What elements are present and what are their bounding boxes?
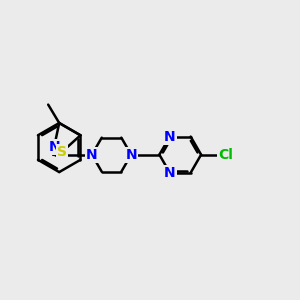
- Text: N: N: [164, 166, 176, 180]
- Text: N: N: [164, 130, 176, 144]
- Text: N: N: [86, 148, 98, 162]
- Text: Cl: Cl: [218, 148, 233, 162]
- Text: N: N: [48, 140, 60, 154]
- Text: S: S: [57, 145, 67, 159]
- Text: N: N: [125, 148, 137, 162]
